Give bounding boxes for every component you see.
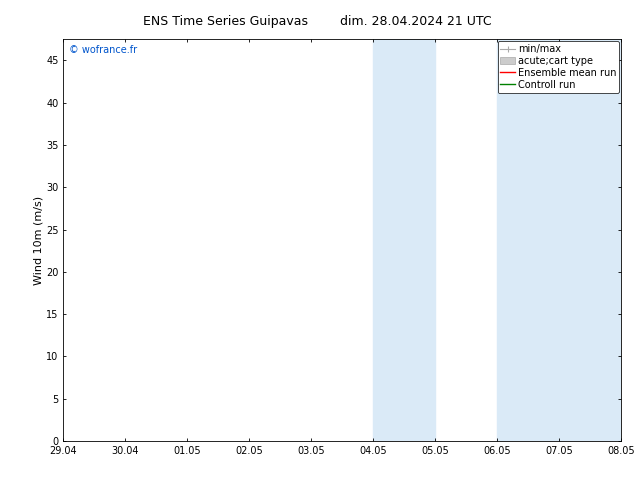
Y-axis label: Wind 10m (m/s): Wind 10m (m/s) — [33, 196, 43, 285]
Text: © wofrance.fr: © wofrance.fr — [69, 45, 137, 55]
Bar — [373, 39, 436, 441]
Text: ENS Time Series Guipavas        dim. 28.04.2024 21 UTC: ENS Time Series Guipavas dim. 28.04.2024… — [143, 15, 491, 28]
Legend: min/max, acute;cart type, Ensemble mean run, Controll run: min/max, acute;cart type, Ensemble mean … — [498, 41, 619, 93]
Bar — [497, 39, 621, 441]
